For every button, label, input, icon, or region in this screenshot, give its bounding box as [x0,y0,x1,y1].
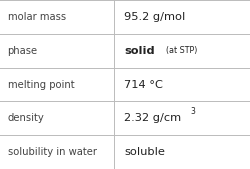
Text: solid: solid [124,46,154,56]
Text: phase: phase [8,46,38,56]
Text: melting point: melting point [8,79,74,90]
Text: solubility in water: solubility in water [8,147,96,157]
Text: 2.32 g/cm: 2.32 g/cm [124,113,181,123]
Text: 714 °C: 714 °C [124,79,162,90]
Text: molar mass: molar mass [8,12,66,22]
Text: 95.2 g/mol: 95.2 g/mol [124,12,185,22]
Text: density: density [8,113,44,123]
Text: 3: 3 [190,107,195,116]
Text: soluble: soluble [124,147,164,157]
Text: (at STP): (at STP) [165,46,196,55]
